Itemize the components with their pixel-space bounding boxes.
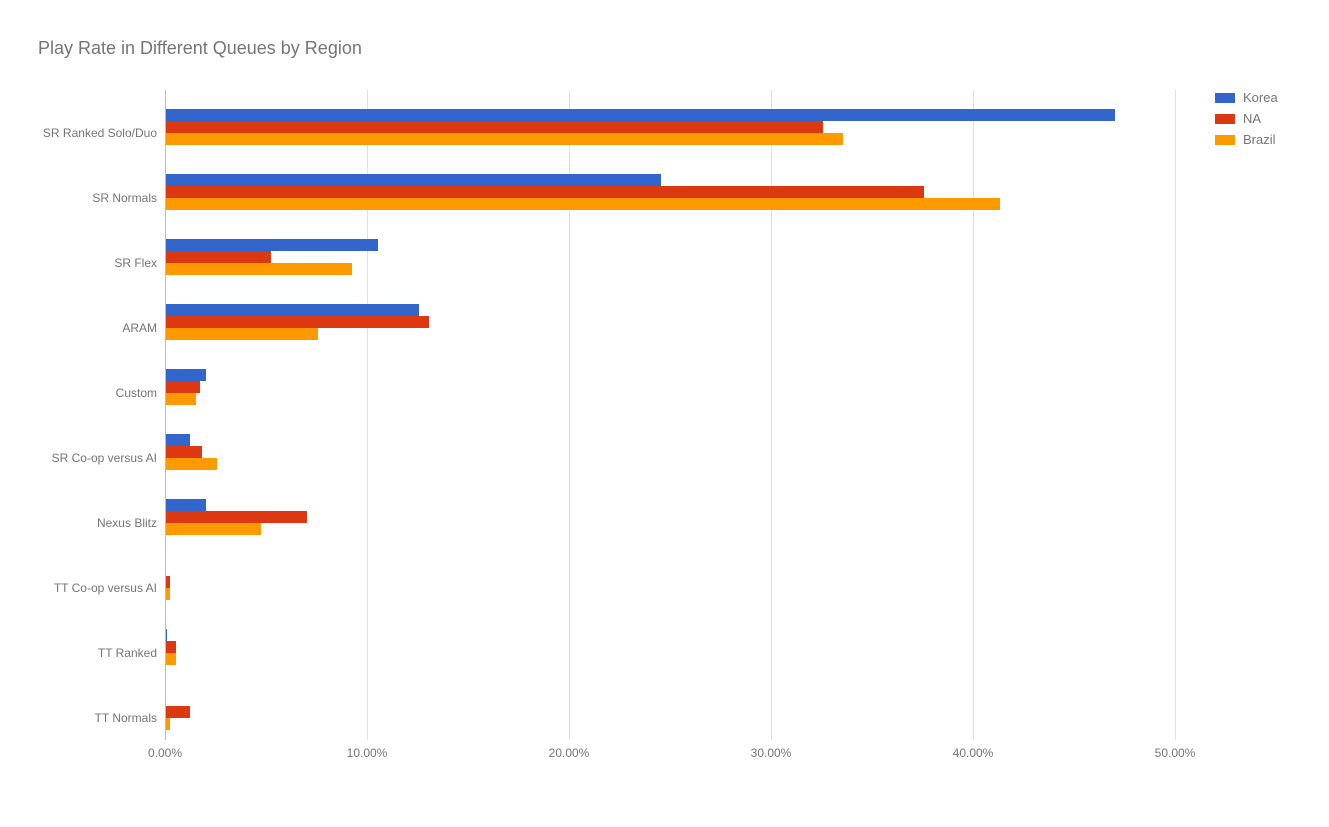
plot-area: 0.00%10.00%20.00%30.00%40.00%50.00%SR Ra… [165,90,1175,760]
bar [166,369,206,381]
category-group: SR Ranked Solo/Duo [165,100,1175,165]
category-label: Nexus Blitz [97,516,157,530]
category-group: ARAM [165,295,1175,360]
gridline [1175,90,1176,740]
category-group: Custom [165,360,1175,425]
bar [166,393,196,405]
category-group: SR Flex [165,230,1175,295]
bar [166,576,170,588]
bar [166,588,170,600]
bar [166,186,924,198]
bar [166,523,261,535]
legend-item: Korea [1215,90,1278,105]
bar [166,239,378,251]
legend-item: Brazil [1215,132,1278,147]
category-label: TT Co-op versus AI [54,581,157,595]
category-group: TT Ranked [165,620,1175,685]
legend: Korea NA Brazil [1215,90,1278,153]
category-group: SR Normals [165,165,1175,230]
bar [166,446,202,458]
legend-label: Brazil [1243,132,1276,147]
legend-swatch [1215,135,1235,145]
legend-swatch [1215,114,1235,124]
bar [166,718,170,730]
bar [166,316,429,328]
category-label: SR Co-op versus AI [52,451,157,465]
bar [166,263,352,275]
bar [166,251,271,263]
bar [166,304,419,316]
category-group: TT Co-op versus AI [165,555,1175,620]
bar [166,511,307,523]
chart-container: Play Rate in Different Queues by Region … [0,0,1329,827]
bar [166,706,190,718]
bar [166,328,318,340]
category-label: Custom [116,386,157,400]
bar [166,174,661,186]
category-label: TT Normals [95,711,157,725]
bar [166,641,176,653]
bar [166,381,200,393]
chart-title: Play Rate in Different Queues by Region [38,38,362,59]
category-label: ARAM [122,321,157,335]
legend-label: NA [1243,111,1261,126]
category-label: SR Flex [114,256,157,270]
bar [166,653,176,665]
category-group: Nexus Blitz [165,490,1175,555]
category-group: SR Co-op versus AI [165,425,1175,490]
bar [166,133,843,145]
bar [166,109,1115,121]
category-label: TT Ranked [98,646,157,660]
bar [166,629,167,641]
category-group: TT Normals [165,685,1175,750]
bar [166,458,217,470]
bar [166,198,1000,210]
category-label: SR Normals [92,191,157,205]
legend-label: Korea [1243,90,1278,105]
legend-item: NA [1215,111,1278,126]
legend-swatch [1215,93,1235,103]
category-label: SR Ranked Solo/Duo [43,126,157,140]
bar [166,499,206,511]
bar [166,434,190,446]
bar [166,121,823,133]
